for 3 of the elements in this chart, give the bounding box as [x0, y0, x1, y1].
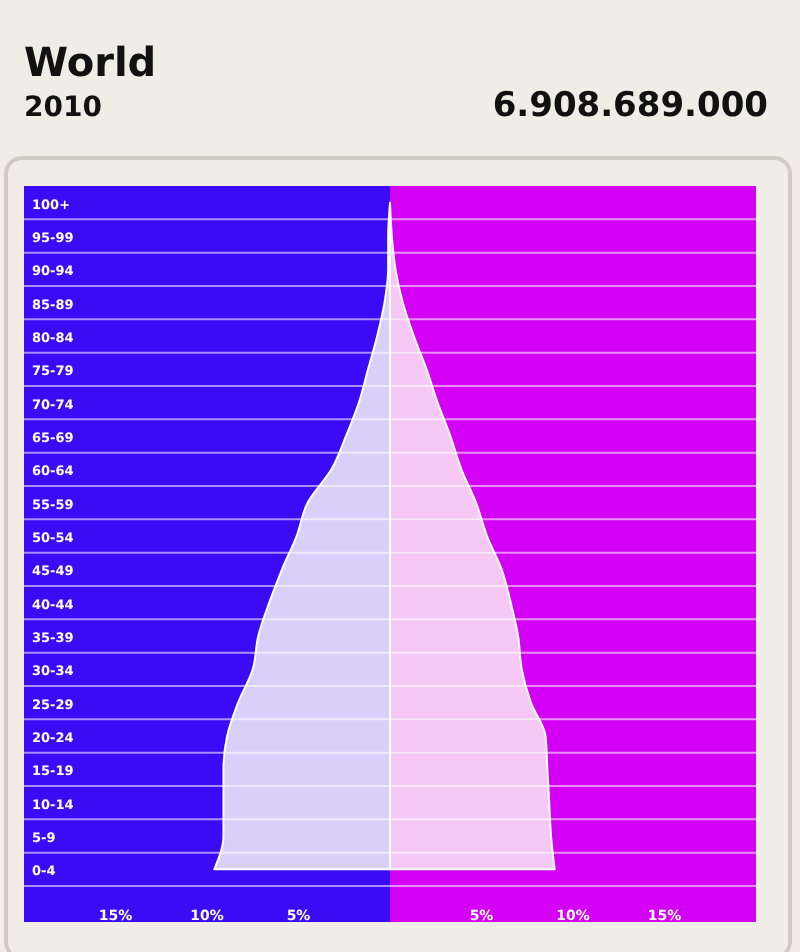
chart-subtitle: 2010	[24, 92, 103, 124]
chart-title: World	[24, 38, 157, 86]
text: 6.908.689.000	[492, 86, 769, 126]
